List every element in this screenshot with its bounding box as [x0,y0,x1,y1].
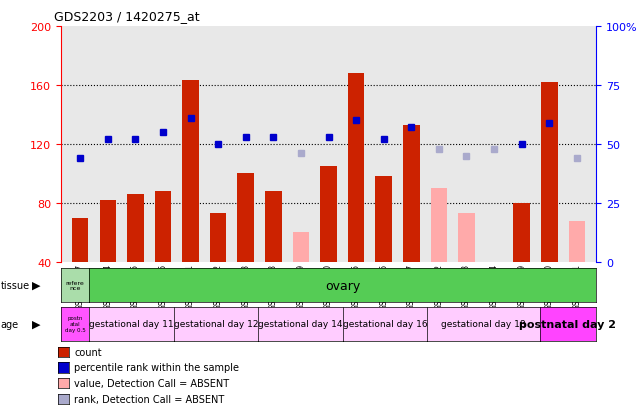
Text: postnatal day 2: postnatal day 2 [519,319,617,329]
Text: ▶: ▶ [32,280,41,290]
Bar [320,166,337,262]
Bar [458,214,475,262]
Bar [182,81,199,262]
Text: percentile rank within the sample: percentile rank within the sample [74,363,239,373]
Bar [265,192,281,262]
Text: tissue: tissue [1,280,29,290]
Text: ovary: ovary [325,279,360,292]
Text: value, Detection Call = ABSENT: value, Detection Call = ABSENT [74,378,229,388]
Bar [431,189,447,262]
Bar [293,233,309,262]
Text: gestational day 11: gestational day 11 [89,319,174,328]
Text: postn
atal
day 0.5: postn atal day 0.5 [65,316,85,332]
Text: ▶: ▶ [32,319,41,329]
Text: gestational day 18: gestational day 18 [441,319,526,328]
Bar [99,200,116,262]
Text: count: count [74,347,102,357]
Text: rank, Detection Call = ABSENT: rank, Detection Call = ABSENT [74,394,224,404]
Bar [348,74,364,262]
Text: gestational day 16: gestational day 16 [342,319,427,328]
Text: gestational day 12: gestational day 12 [174,319,258,328]
Text: age: age [1,319,19,329]
Bar [127,195,144,262]
Bar [154,192,171,262]
Text: refere
nce: refere nce [65,280,85,291]
Bar [569,221,585,262]
Bar [541,83,558,262]
Bar [513,203,530,262]
Bar [403,126,420,262]
Bar [72,218,88,262]
Bar [237,174,254,262]
Text: GDS2203 / 1420275_at: GDS2203 / 1420275_at [54,10,200,23]
Bar [376,177,392,262]
Text: gestational day 14: gestational day 14 [258,319,342,328]
Bar [210,214,226,262]
